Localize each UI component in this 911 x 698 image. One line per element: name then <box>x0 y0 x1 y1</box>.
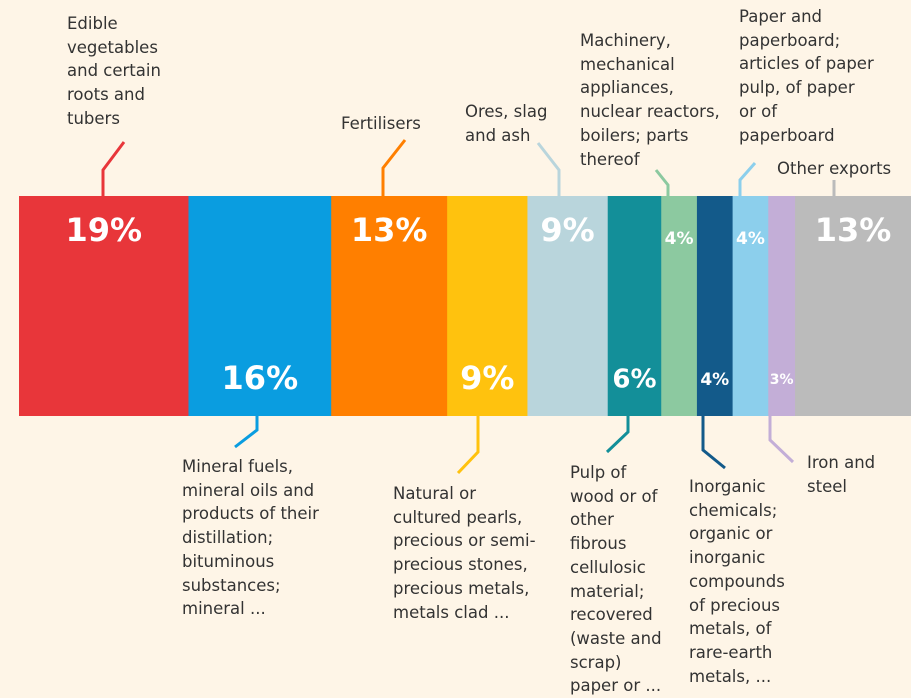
category-label: Natural or cultured pearls, precious or … <box>393 484 536 622</box>
leader-line <box>456 416 480 475</box>
segment <box>447 196 528 416</box>
category-label: Iron and steel <box>807 453 876 496</box>
segment <box>661 196 698 416</box>
value-label: 4% <box>736 229 765 249</box>
segment <box>19 196 189 416</box>
leader-line <box>701 416 726 470</box>
leader-line <box>768 416 795 464</box>
segment <box>795 196 911 416</box>
segment <box>696 196 734 416</box>
segment <box>331 196 448 416</box>
category-label: Paper and paperboard; articles of paper … <box>739 7 874 145</box>
leader-line <box>605 416 630 454</box>
value-label: 13% <box>815 211 892 249</box>
leader-line <box>536 142 561 196</box>
leader-line <box>234 416 259 449</box>
value-label: 4% <box>700 370 729 390</box>
segment <box>732 196 769 416</box>
leader-line <box>654 169 670 196</box>
category-label: Mineral fuels, mineral oils and products… <box>182 457 319 619</box>
category-label: Fertilisers <box>341 114 421 133</box>
value-label: 19% <box>65 211 142 249</box>
segment <box>768 196 796 416</box>
leader-line <box>101 141 126 196</box>
value-label: 4% <box>665 229 694 249</box>
value-label: 13% <box>351 211 428 249</box>
value-label: 3% <box>770 372 794 388</box>
segment <box>527 196 609 416</box>
leader-line <box>381 139 407 196</box>
category-label: Edible vegetables and certain roots and … <box>67 14 161 128</box>
category-label: Other exports <box>777 159 892 178</box>
leader-line <box>738 162 757 196</box>
category-label: Machinery, mechanical appliances, nuclea… <box>580 31 720 169</box>
value-label: 9% <box>540 211 594 249</box>
category-label: Pulp of wood or of other fibrous cellulo… <box>570 463 662 696</box>
segment <box>607 196 662 416</box>
value-label: 6% <box>612 365 656 395</box>
value-label: 16% <box>222 359 299 397</box>
category-label: Ores, slag and ash <box>465 102 548 145</box>
category-label: Inorganic chemicals; organic or inorgani… <box>689 477 785 686</box>
value-label: 9% <box>460 359 514 397</box>
segment <box>188 196 332 416</box>
